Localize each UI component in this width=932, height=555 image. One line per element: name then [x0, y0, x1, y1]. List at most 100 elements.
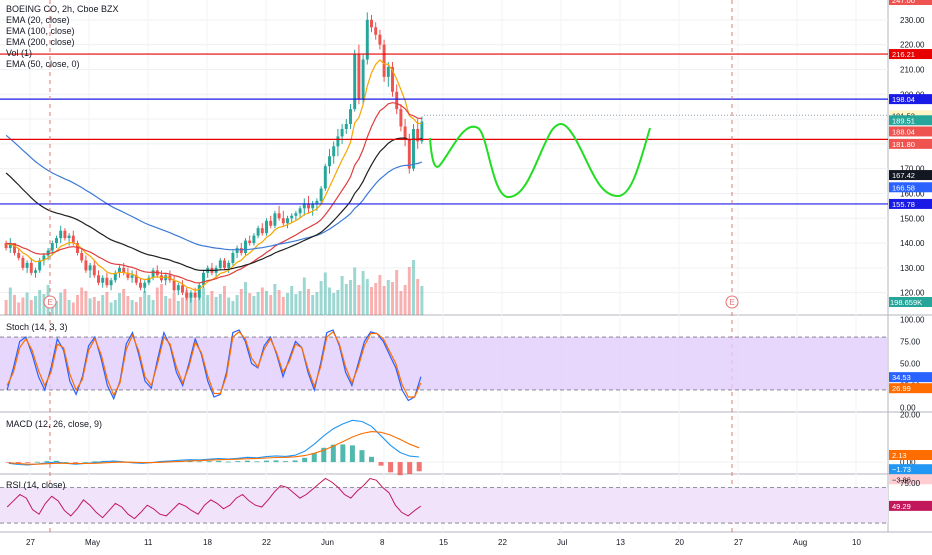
- volume-bar: [155, 287, 159, 315]
- volume-bar: [218, 294, 222, 315]
- candle-body: [391, 66, 394, 92]
- candle-body: [315, 200, 319, 204]
- volume-bar: [307, 289, 310, 315]
- volume-bar: [315, 292, 319, 315]
- volume-bar: [76, 295, 79, 315]
- candle-body: [122, 267, 126, 273]
- candle-body: [42, 255, 46, 261]
- volume-bar: [231, 301, 235, 315]
- candle-body: [395, 91, 399, 110]
- volume-bar: [361, 271, 365, 315]
- volume-bar: [420, 286, 424, 315]
- candle-body: [88, 265, 92, 271]
- macd-histogram-bar: [359, 450, 365, 463]
- macd-histogram-bar: [349, 445, 355, 463]
- volume-bar: [181, 297, 184, 315]
- volume-bar: [269, 295, 273, 315]
- macd-title[interactable]: MACD (12, 26, close, 9): [6, 419, 103, 429]
- rsi-line: [6, 477, 422, 520]
- legend-volume[interactable]: Vol (1): [6, 48, 33, 58]
- level-price-label-bg: [889, 94, 932, 105]
- volume-bar: [113, 300, 117, 315]
- macd-signal-value-label-bg: [889, 449, 932, 460]
- candle-body: [185, 292, 189, 298]
- candle-body: [235, 248, 239, 253]
- candle-body: [134, 275, 138, 283]
- rsi-title[interactable]: RSI (14, close): [6, 480, 66, 490]
- volume-bar: [29, 300, 33, 315]
- price-axis-label: 167.42: [892, 171, 915, 180]
- candle-body: [265, 220, 268, 234]
- volume-bar: [101, 295, 105, 315]
- candle-body: [277, 213, 281, 219]
- candle-body: [256, 228, 260, 236]
- macd-y-tick-label: 20.00: [900, 410, 921, 419]
- candle-body: [151, 270, 155, 278]
- candle-body: [202, 272, 205, 286]
- macd-histogram-bar: [244, 460, 250, 463]
- macd-histogram-bar: [34, 461, 40, 463]
- volume-bar: [63, 289, 67, 315]
- volume-bar: [118, 293, 121, 315]
- x-tick-label: 22: [498, 538, 507, 547]
- volume-bar: [273, 284, 277, 315]
- x-tick-label: Aug: [793, 538, 807, 547]
- candle-body: [55, 238, 58, 244]
- volume-bar: [252, 296, 256, 315]
- candle-body: [344, 124, 348, 129]
- volume-bar: [277, 290, 281, 315]
- candle-body: [97, 275, 100, 283]
- volume-bar: [147, 295, 151, 315]
- macd-value-label-bg: [889, 464, 932, 475]
- volume-bar: [328, 287, 331, 315]
- candle-body: [353, 54, 357, 110]
- volume-bar: [4, 300, 8, 315]
- volume-bar: [172, 293, 176, 315]
- y-tick-label: 210.00: [900, 65, 925, 74]
- candle-body: [143, 282, 147, 288]
- candle-body: [340, 128, 344, 137]
- legend-ema200[interactable]: EMA (200, close): [6, 37, 75, 47]
- stoch-band: [0, 337, 888, 390]
- volume-bar: [97, 301, 100, 315]
- candle-body: [403, 126, 407, 139]
- volume-bar: [357, 285, 361, 315]
- volume-bar: [80, 287, 84, 315]
- stoch-title[interactable]: Stoch (14, 3, 3): [6, 322, 68, 332]
- candle-body: [218, 260, 222, 268]
- legend-ema20[interactable]: EMA (20, close): [6, 15, 70, 25]
- candle-body: [332, 146, 336, 157]
- price-axis-label: 188.04: [892, 127, 915, 136]
- macd-histogram-bar: [73, 462, 79, 463]
- y-tick-label: 170.00: [900, 165, 925, 174]
- macd-histogram-bar: [302, 457, 308, 463]
- legend-ema100[interactable]: EMA (100, close): [6, 26, 75, 36]
- volume-bar: [407, 267, 411, 315]
- volume-bar: [42, 294, 46, 315]
- macd-histogram-bar: [44, 461, 50, 463]
- macd-histogram-bar: [273, 460, 279, 463]
- volume-bar: [139, 297, 142, 315]
- candle-body: [227, 262, 231, 268]
- candle-body: [302, 203, 306, 209]
- x-tick-label: Jun: [321, 538, 334, 547]
- level-price-label: 198.04: [892, 95, 915, 104]
- ema20-line: [6, 59, 422, 292]
- volume-bar: [302, 277, 306, 315]
- candle-body: [105, 277, 109, 286]
- price-axis-label-bg: [889, 170, 932, 181]
- volume-bar: [88, 298, 92, 315]
- volume-bar: [340, 276, 344, 315]
- volume-bar: [416, 279, 420, 315]
- volume-bar: [403, 285, 407, 315]
- earnings-event-letter: E: [48, 298, 53, 307]
- symbol-title[interactable]: BOEING CO, 2h, Cboe BZX: [6, 4, 119, 14]
- candle-body: [21, 257, 25, 268]
- macd-histogram-bar: [388, 462, 394, 473]
- macd-histogram-bar: [416, 462, 422, 472]
- price-axis-label: 189.51: [892, 116, 915, 125]
- candle-body: [311, 203, 315, 209]
- legend-ema50[interactable]: EMA (50, close, 0): [6, 59, 80, 69]
- price-axis-label: 166.58: [892, 183, 915, 192]
